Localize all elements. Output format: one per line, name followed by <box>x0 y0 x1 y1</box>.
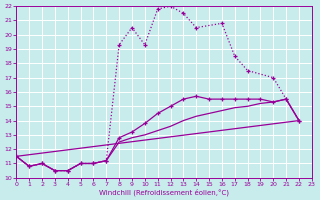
X-axis label: Windchill (Refroidissement éolien,°C): Windchill (Refroidissement éolien,°C) <box>99 188 229 196</box>
